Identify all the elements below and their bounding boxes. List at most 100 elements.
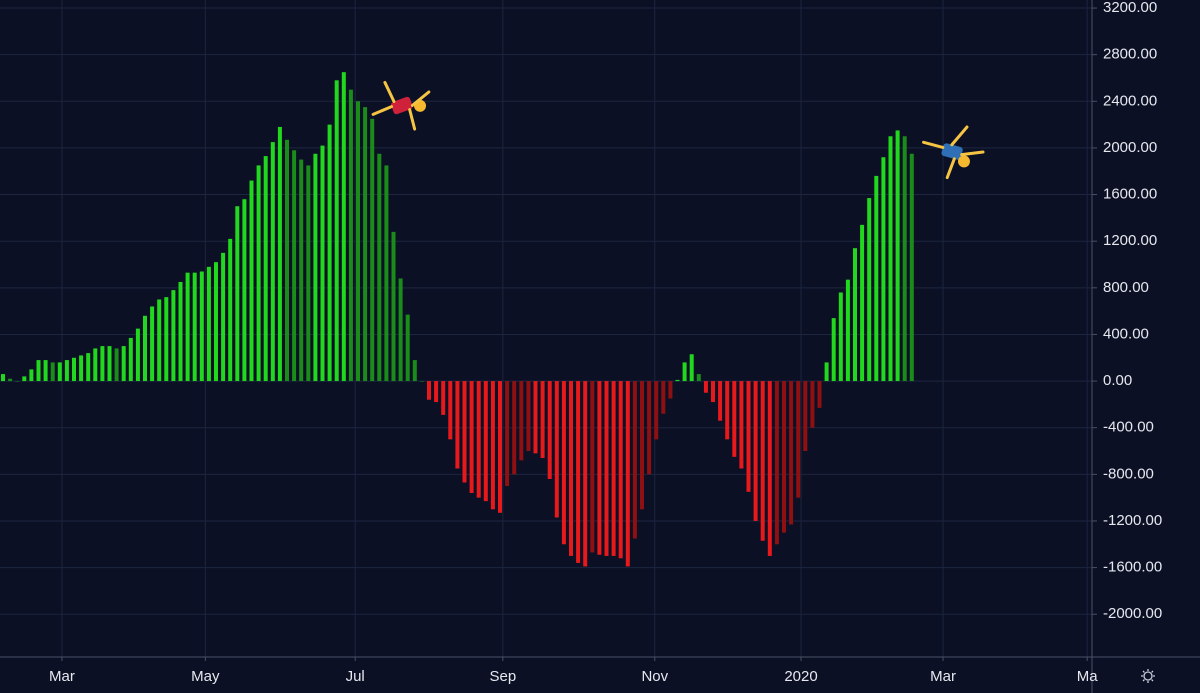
bar (441, 381, 446, 415)
bar (853, 248, 858, 382)
y-tick-label: 2000.00 (1103, 139, 1157, 156)
bar (753, 381, 758, 521)
x-tick-label: Sep (489, 668, 516, 685)
bar (902, 136, 907, 382)
y-tick-label: -1200.00 (1103, 512, 1162, 529)
bar (306, 165, 311, 382)
bar (590, 381, 595, 553)
bar (391, 231, 396, 382)
bar (1, 374, 6, 382)
bar (128, 337, 133, 382)
bar (597, 381, 602, 555)
bar (79, 355, 84, 382)
bar (377, 153, 382, 382)
bar (135, 328, 140, 382)
bar (370, 118, 375, 382)
settings-icon[interactable] (1141, 669, 1155, 683)
bar (845, 279, 850, 382)
bar (292, 150, 297, 382)
bar (206, 266, 211, 382)
x-tick-label: May (191, 668, 220, 685)
bar (185, 272, 190, 382)
bar (256, 165, 261, 382)
x-tick-label: Nov (641, 668, 668, 685)
x-tick-label: Mar (930, 668, 956, 685)
bar (696, 374, 701, 382)
bar (235, 206, 240, 382)
x-tick-label: Ma (1077, 668, 1098, 685)
bar (888, 136, 893, 382)
bar (689, 354, 694, 382)
cartwheel-figure (922, 125, 985, 180)
bar (15, 381, 20, 382)
bar (157, 299, 162, 382)
bars (1, 72, 914, 567)
bar (419, 381, 424, 382)
bar (427, 381, 432, 400)
bar (767, 381, 772, 556)
bar (50, 362, 55, 382)
bar (192, 272, 197, 382)
y-tick-label: -800.00 (1103, 465, 1154, 482)
bar (64, 360, 69, 382)
bar (576, 381, 581, 563)
bar (178, 281, 183, 382)
bar (263, 156, 268, 382)
y-tick-label: -2000.00 (1103, 605, 1162, 622)
bar (675, 379, 680, 382)
bar (8, 378, 13, 382)
bar (810, 381, 815, 428)
bar (143, 315, 148, 382)
y-tick-label: 3200.00 (1103, 0, 1157, 16)
bar (739, 381, 744, 469)
bar (270, 142, 275, 382)
bar (817, 381, 822, 408)
bar (36, 360, 41, 382)
bar (320, 145, 325, 382)
bar (725, 381, 730, 440)
bar (803, 381, 808, 452)
bar (505, 381, 510, 486)
bar (512, 381, 517, 475)
bar (703, 381, 708, 393)
bar (654, 381, 659, 440)
bar (341, 72, 346, 382)
bar (228, 238, 233, 382)
y-tick-label: -400.00 (1103, 419, 1154, 436)
bar (72, 357, 77, 382)
bar (221, 252, 226, 382)
bar (171, 290, 176, 382)
bar (789, 381, 794, 525)
y-tick-label: 2800.00 (1103, 46, 1157, 63)
x-tick-label: Jul (346, 668, 365, 685)
bar (107, 346, 112, 382)
bar (43, 360, 48, 382)
x-tick-label: Mar (49, 668, 75, 685)
bar (661, 381, 666, 414)
bar (313, 153, 318, 382)
bar (831, 318, 836, 382)
bar (86, 353, 91, 382)
bar (348, 89, 353, 382)
bar (618, 381, 623, 559)
bar (611, 381, 616, 556)
bar (150, 306, 155, 382)
bar (448, 381, 453, 440)
bar (249, 180, 254, 382)
bar (476, 381, 481, 498)
bar (242, 199, 247, 382)
bar (526, 381, 531, 452)
y-tick-label: -1600.00 (1103, 559, 1162, 576)
bar (782, 381, 787, 533)
bar (838, 292, 843, 382)
bar (561, 381, 566, 545)
bar (732, 381, 737, 457)
bar (434, 381, 439, 403)
bar (214, 262, 219, 382)
bar (285, 139, 290, 382)
bar (895, 130, 900, 382)
bar (647, 381, 652, 475)
bar (632, 381, 637, 539)
bar (909, 153, 914, 382)
